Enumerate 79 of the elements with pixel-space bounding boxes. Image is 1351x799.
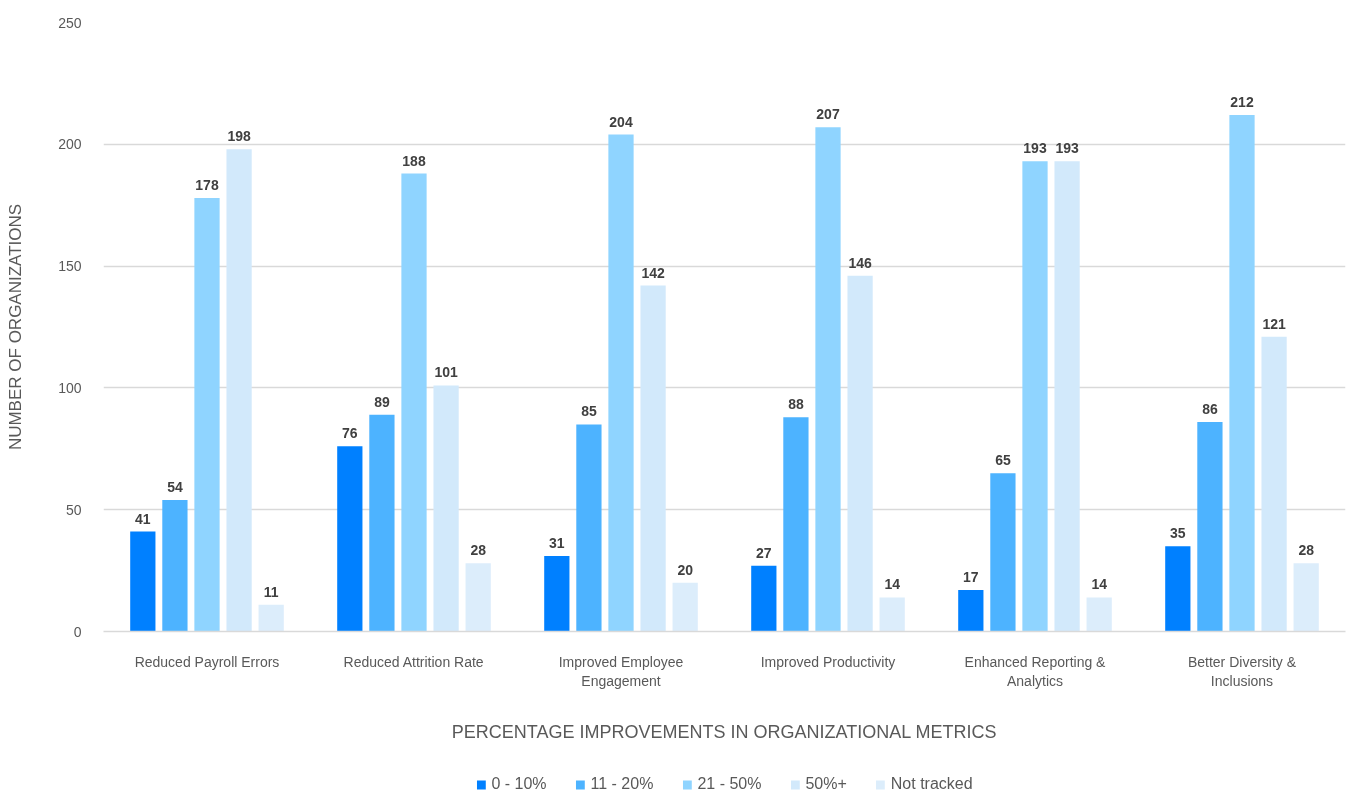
bar (401, 173, 427, 632)
bar (672, 582, 698, 632)
data-label: 193 (1055, 140, 1079, 157)
bar (226, 149, 252, 632)
x-tick-label: Enhanced Reporting & Analytics (964, 653, 1107, 689)
data-label: 31 (549, 534, 565, 551)
data-label: 198 (227, 128, 251, 145)
bar (1054, 161, 1080, 632)
bar (815, 127, 841, 632)
y-tick-label: 250 (58, 14, 82, 31)
data-label: 14 (884, 576, 901, 593)
data-label: 20 (677, 561, 694, 578)
data-label: 88 (788, 396, 804, 413)
bar (1165, 546, 1191, 632)
x-tick-label: Reduced Payroll Errors (134, 653, 280, 670)
data-label: 65 (995, 452, 1011, 469)
bar (1229, 115, 1255, 632)
bar (1086, 597, 1112, 632)
bar (990, 473, 1016, 632)
data-label: 146 (848, 254, 872, 271)
x-axis-title: PERCENTAGE IMPROVEMENTS IN ORGANIZATIONAL METRICS (451, 721, 997, 742)
data-label: 54 (167, 478, 183, 495)
bar (369, 414, 395, 632)
legend-label: 11 - 20% (590, 775, 654, 793)
data-label: 121 (1262, 315, 1286, 332)
data-label: 89 (374, 393, 390, 410)
bar (544, 555, 570, 632)
bar (783, 417, 809, 632)
y-tick-label: 100 (58, 379, 82, 396)
bar (608, 134, 634, 632)
legend-label: 21 - 50% (697, 775, 762, 793)
data-label: 28 (470, 542, 487, 559)
y-tick-label: 0 (73, 623, 82, 640)
bar (1261, 336, 1287, 632)
bar (847, 275, 873, 632)
bar (130, 531, 156, 632)
legend-label: 0 - 10% (491, 775, 547, 793)
bar (465, 563, 491, 632)
data-label: 207 (816, 106, 840, 123)
data-label: 193 (1023, 140, 1047, 157)
data-label: 178 (195, 176, 219, 193)
bar (433, 385, 459, 632)
data-label: 204 (609, 113, 633, 130)
data-label: 14 (1091, 576, 1108, 593)
bar (879, 597, 905, 632)
data-label: 101 (434, 364, 458, 381)
bar (751, 565, 777, 632)
bar (337, 446, 363, 632)
bar (640, 285, 666, 632)
data-label: 41 (135, 510, 151, 527)
y-tick-label: 150 (58, 258, 82, 275)
legend-label: Not tracked (890, 775, 973, 793)
data-label: 142 (641, 264, 665, 281)
bar (1022, 161, 1048, 632)
data-label: 76 (342, 425, 358, 442)
data-label: 28 (1298, 542, 1315, 559)
data-label: 188 (402, 152, 426, 169)
y-axis-title: NUMBER OF ORGANIZATIONS (6, 203, 26, 451)
data-label: 85 (581, 403, 597, 420)
bar (194, 197, 220, 632)
bar (1197, 422, 1223, 632)
x-tick-label: Improved Employee Engagement (558, 653, 684, 689)
data-label: 17 (963, 569, 979, 586)
y-tick-label: 200 (58, 136, 82, 153)
bar (258, 604, 284, 632)
bar (576, 424, 602, 632)
data-label: 86 (1202, 401, 1218, 417)
legend-label: 50%+ (805, 775, 847, 793)
bar (1293, 563, 1319, 632)
y-tick-label: 50 (65, 501, 82, 518)
x-tick-label: Reduced Attrition Rate (343, 653, 484, 670)
x-tick-label: Better Diversity & Inclusions (1187, 653, 1297, 689)
data-label: 212 (1230, 94, 1254, 111)
data-label: 11 (263, 583, 279, 600)
data-label: 35 (1170, 525, 1186, 542)
bar (958, 590, 984, 632)
bar (162, 499, 188, 632)
data-label: 27 (756, 544, 772, 561)
x-tick-label: Improved Productivity (760, 653, 896, 670)
